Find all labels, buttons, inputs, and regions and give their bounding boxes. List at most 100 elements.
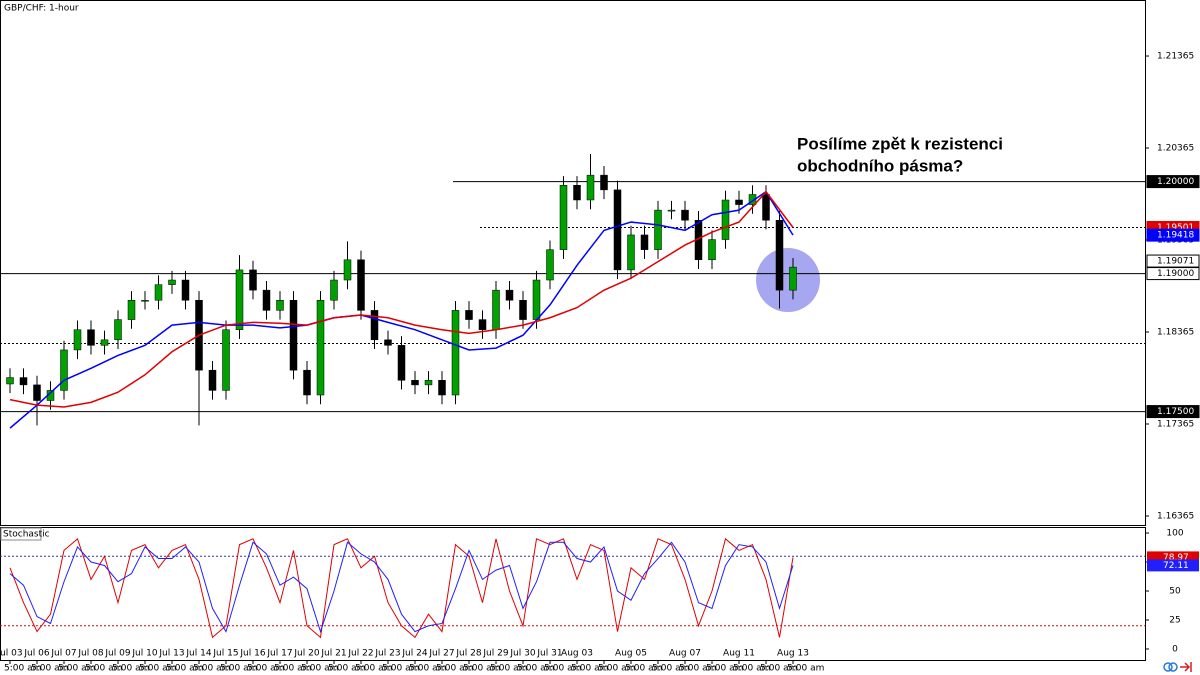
candle-body [73,329,82,351]
x-time-label: 5:00 am [679,664,716,674]
indicator-title: Stochastic [3,530,50,540]
x-tick-label: Jul 28 [455,649,481,659]
candle-body [735,199,743,205]
stochastic-line [9,541,794,634]
x-tick-label: Jul 17 [266,649,292,659]
stochastic-box [1147,559,1199,572]
x-tick-label: Aug 11 [723,649,755,659]
x-time-label: 5:00 am [220,664,257,674]
candle-body [775,219,784,291]
candle-body [424,380,433,386]
y-tick-label: 1.16365 [1157,511,1194,521]
y-tick-label: 1.21365 [1157,52,1194,62]
candle-body [681,209,689,221]
x-time-label: 5:00 am [436,664,473,674]
x-time-label: 5:00 am [706,664,743,674]
y-tick-label: 1.17365 [1157,419,1194,429]
level-box [1146,405,1200,419]
x-tick-label: Jul 20 [293,649,319,659]
candle-body [249,269,257,291]
annotation: Posílíme zpět k rezistenci [797,134,1003,153]
price-panel [0,0,1146,526]
x-time-label: 5:00 am [355,664,392,674]
y2-tick-label: 50 [1169,587,1181,597]
candle-body [559,185,568,250]
candle-body [222,329,230,391]
last-price-box [1146,254,1200,268]
candle-body [532,279,541,320]
x-tick-label: Jul 14 [185,649,211,659]
candle-body [384,339,392,346]
x-tick-label: Jul 24 [401,649,427,659]
candle-body [330,279,338,301]
x-time-label: 5:00 am [571,664,608,674]
x-tick-label: Jul 15 [212,649,238,659]
x-tick-label: Jul 21 [320,649,346,659]
x-time-label: 5:00 am [58,664,95,674]
candle-body [6,377,14,385]
x-time-label: 5:00 am [733,664,770,674]
x-tick-label: Aug 13 [777,649,809,659]
x-time-label: 5:00 am [760,664,797,674]
candle-body [789,266,797,291]
x-time-label: 5:00 am [274,664,311,674]
x-time-label: 5:00 am [598,664,635,674]
candle-body [640,234,649,250]
x-tick-label: Jul 16 [239,649,265,659]
candle-body [208,369,217,391]
x-tick-label: Jul 27 [428,649,454,659]
candle-body [168,279,176,285]
candle-body [438,380,446,396]
candle-body [492,289,500,330]
x-time-label: 5:00 am [382,664,419,674]
candle-body [451,310,460,396]
x-time-label: 5:00 am [463,664,500,674]
ma-line [9,190,794,429]
x-tick-label: Aug 07 [669,649,701,659]
candle-body [276,300,284,311]
x-time-label: 5:00 am [787,664,824,674]
candle-body [100,339,109,346]
x-tick-label: Jul 06 [23,649,49,659]
x-tick-label: Jul 22 [347,649,373,659]
candle-body [519,300,527,320]
candle-body [343,259,352,281]
level-box [1146,175,1200,189]
x-time-label: 5:00 am [625,664,662,674]
candle-body [127,300,136,320]
candle-body [19,377,28,386]
x-time-label: 5:00 am [31,664,68,674]
x-time-label: 5:00 am [328,664,365,674]
x-tick-label: Jul 07 [50,649,76,659]
indicator-panel [0,527,1146,661]
x-time-label: 5:00 am [517,664,554,674]
candle-body [235,269,244,330]
x-tick-label: Jul 30 [509,649,535,659]
x-time-label: 5:00 am [544,664,581,674]
candle-body [465,310,473,320]
highlight-circle [756,248,820,312]
stochastic-line [9,537,794,639]
last-price-label: 1.19071 [1157,257,1194,267]
x-time-label: 5:00 am [139,664,176,674]
x-time-label: 5:00 am [301,664,338,674]
ma-box-label: 1.19501 [1157,223,1194,233]
x-time-label: 5:00 am [490,664,527,674]
level-box-label: 1.19000 [1157,269,1194,279]
x-time-label: 5:00 am [409,664,446,674]
candle-body [316,300,325,396]
x-tick-label: Jul 09 [104,649,130,659]
x-time-label: 5:00 am [166,664,203,674]
candle-body [505,289,514,301]
x-time-label: 5:00 am [247,664,284,674]
candle-body [613,189,622,271]
stochastic-box-label: 78.97 [1163,553,1189,563]
x-time-label: 5:00 am [112,664,149,674]
level-box-label: 1.17500 [1157,407,1194,417]
indicator-title-bg [0,527,42,541]
ma-box-label: 1.19418 [1157,231,1194,241]
candle-body [397,345,406,381]
y2-tick-label: 25 [1169,615,1180,625]
candle-body [748,194,757,205]
